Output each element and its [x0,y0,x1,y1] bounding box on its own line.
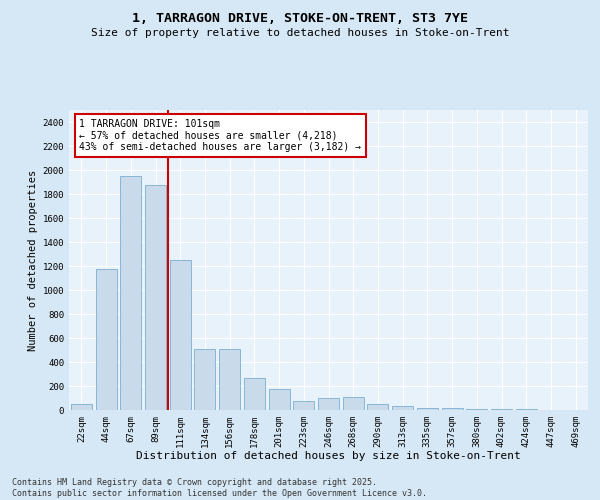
Text: Size of property relative to detached houses in Stoke-on-Trent: Size of property relative to detached ho… [91,28,509,38]
Bar [491,409,512,410]
Bar [417,408,438,410]
Bar [120,176,141,410]
Bar [392,406,413,410]
Bar [219,349,240,410]
Bar [269,389,290,410]
Text: Contains HM Land Registry data © Crown copyright and database right 2025.
Contai: Contains HM Land Registry data © Crown c… [12,478,427,498]
Y-axis label: Number of detached properties: Number of detached properties [28,170,38,350]
Bar [244,378,265,410]
Bar [194,349,215,410]
Bar [71,404,92,410]
Text: 1, TARRAGON DRIVE, STOKE-ON-TRENT, ST3 7YE: 1, TARRAGON DRIVE, STOKE-ON-TRENT, ST3 7… [132,12,468,26]
Bar [466,409,487,410]
Bar [145,185,166,410]
Bar [343,397,364,410]
Bar [95,269,116,410]
Text: 1 TARRAGON DRIVE: 101sqm
← 57% of detached houses are smaller (4,218)
43% of sem: 1 TARRAGON DRIVE: 101sqm ← 57% of detach… [79,119,361,152]
Bar [170,260,191,410]
Bar [367,404,388,410]
Bar [442,408,463,410]
Bar [293,401,314,410]
Bar [318,398,339,410]
X-axis label: Distribution of detached houses by size in Stoke-on-Trent: Distribution of detached houses by size … [136,452,521,462]
